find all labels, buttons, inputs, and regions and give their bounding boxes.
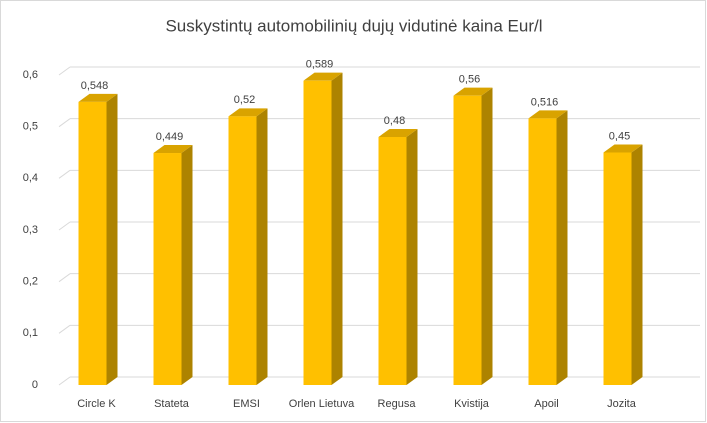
bar-top: [603, 144, 643, 153]
bar-side: [556, 110, 568, 386]
bar-side: [631, 144, 643, 385]
data-label: 0,516: [531, 96, 559, 108]
bar-top: [378, 129, 418, 137]
bar-top: [303, 72, 343, 81]
bar-top: [453, 87, 493, 96]
data-label: 0,56: [459, 74, 480, 86]
bar-side: [331, 72, 343, 385]
x-tick-label: Apoil: [534, 398, 558, 410]
bar-top: [78, 93, 118, 102]
data-label: 0,45: [609, 130, 630, 142]
y-tick-label: 0,1: [23, 327, 38, 339]
y-tick-label: 0: [32, 379, 38, 391]
x-tick-label: Circle K: [77, 398, 116, 410]
grid-line: [58, 118, 71, 128]
y-tick-label: 0,5: [23, 121, 38, 133]
x-tick-label: Stateta: [154, 398, 190, 410]
bar: [228, 116, 257, 385]
chart-title: Suskystintų automobilinių dujų vidutinė …: [165, 16, 542, 35]
data-label: 0,48: [384, 115, 405, 127]
bar-side: [256, 108, 268, 385]
bar-side: [406, 129, 418, 385]
x-tick-label: Kvistija: [454, 398, 490, 410]
grid-line: [58, 169, 71, 179]
grid-line: [58, 221, 71, 231]
grid-line: [58, 376, 71, 386]
x-tick-label: Orlen Lietuva: [289, 398, 355, 410]
bar-top: [528, 110, 568, 119]
bar-side: [481, 87, 493, 386]
bar: [78, 101, 107, 385]
bar: [453, 95, 482, 386]
bar-side: [106, 93, 118, 385]
bar: [603, 152, 632, 385]
bar-side: [181, 145, 193, 385]
bar: [378, 137, 407, 385]
y-tick-label: 0,6: [23, 69, 38, 81]
bar: [303, 80, 332, 385]
y-tick-label: 0,3: [23, 224, 38, 236]
grid-line: [58, 324, 71, 334]
grid-line: [58, 273, 71, 283]
data-label: 0,449: [156, 131, 184, 143]
data-label: 0,589: [306, 59, 334, 71]
grid-line: [58, 66, 71, 76]
x-tick-label: Regusa: [378, 398, 417, 410]
bar: [528, 118, 557, 386]
bar-top: [228, 108, 268, 117]
data-label: 0,548: [81, 80, 109, 92]
y-tick-label: 0,4: [23, 172, 38, 184]
bar-top: [153, 145, 193, 154]
x-tick-label: EMSI: [233, 398, 260, 410]
x-tick-label: Jozita: [607, 398, 637, 410]
y-tick-label: 0,2: [23, 276, 38, 288]
bar: [153, 153, 182, 385]
data-label: 0,52: [234, 94, 255, 106]
